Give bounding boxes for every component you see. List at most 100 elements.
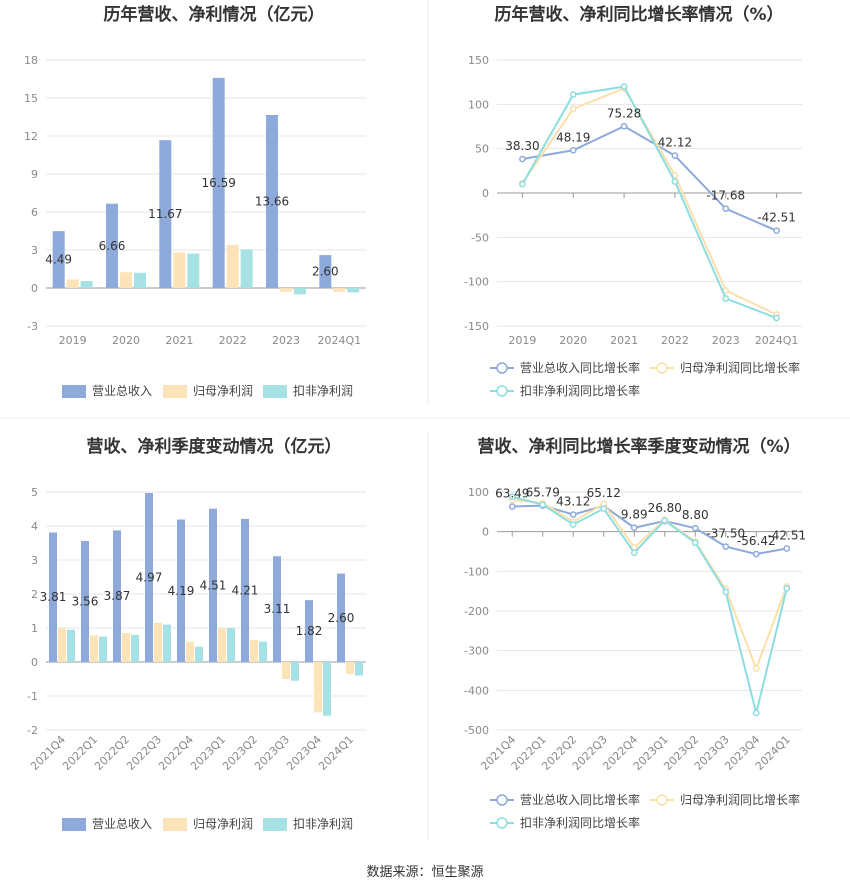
series-point	[539, 501, 547, 509]
bar-deducted-profit	[323, 662, 331, 716]
series-point	[752, 665, 760, 672]
x-tick-label: 2022	[661, 334, 689, 347]
x-tick-label: 2023	[272, 334, 300, 347]
series-point	[569, 521, 577, 528]
legend-label: 扣非净利润同比增长率	[520, 383, 640, 398]
line-data-label: 65.12	[587, 486, 621, 500]
line-data-label: 38.30	[505, 139, 539, 153]
bar-data-label: 1.82	[296, 624, 323, 638]
bar-revenue	[241, 518, 249, 662]
series-point	[691, 524, 699, 532]
bar-data-label: 4.97	[136, 571, 163, 585]
bar-data-label: 4.49	[45, 253, 72, 267]
x-tick-label: 2020	[112, 334, 140, 347]
bar-net-profit	[122, 633, 130, 662]
series-point	[773, 314, 780, 322]
series-point	[508, 503, 516, 510]
y-tick-label: -1	[27, 690, 38, 703]
line-data-label: 42.12	[658, 136, 692, 150]
legend-label: 归母净利润同比增长率	[680, 792, 800, 807]
bar-data-label: 6.66	[99, 239, 126, 253]
bar-net-profit	[66, 279, 79, 288]
quarterly-revenue-profit-chart: 营收、净利季度变动情况（亿元） -2-10123452021Q42022Q120…	[27, 436, 366, 831]
legend-swatch-marker	[496, 817, 508, 829]
bar-revenue	[145, 493, 153, 662]
legend-label: 扣非净利润	[293, 384, 353, 398]
annual-revenue-profit-chart: 历年营收、净利情况（亿元） -3 0 3 6 9 12 15 18 2019 2020 2021 20…	[24, 4, 366, 398]
series-point	[722, 543, 730, 550]
bar-revenue	[159, 140, 172, 288]
series-point	[722, 588, 730, 596]
bar-deducted-profit	[187, 253, 200, 288]
bar-net-profit	[120, 272, 132, 288]
bar-revenue	[49, 532, 57, 662]
series-point	[773, 227, 780, 235]
y-tick-label: 50	[475, 143, 489, 156]
legend-swatch	[163, 818, 187, 831]
line-data-label: 8.80	[682, 508, 709, 522]
x-tick-label: 2019	[59, 334, 87, 347]
bar-deducted-profit	[195, 646, 203, 662]
legend-label: 营业总收入	[92, 384, 152, 398]
y-tick-label: 18	[24, 54, 38, 67]
bar-revenue	[209, 508, 217, 662]
series-line-0	[522, 125, 777, 232]
legend-label: 营业总收入	[92, 817, 152, 831]
bar-data-label: 2.60	[312, 265, 339, 279]
legend-swatch	[163, 385, 187, 398]
bar-net-profit	[333, 288, 346, 292]
legend-swatch-marker	[656, 362, 668, 374]
y-tick-label: 3	[31, 554, 38, 567]
bar-revenue	[177, 519, 185, 662]
line-data-label: 75.28	[607, 106, 641, 120]
bar-net-profit	[58, 628, 66, 662]
line-data-label: -42.51	[767, 529, 806, 543]
series-point	[783, 585, 791, 592]
series-point	[569, 511, 577, 518]
y-tick-label: -150	[464, 320, 489, 333]
bar-data-label: 4.51	[200, 578, 227, 592]
bar-revenue	[113, 530, 121, 662]
bar-net-profit	[90, 635, 98, 662]
line-data-label: -37.50	[706, 527, 745, 541]
y-tick-label: 0	[482, 526, 489, 539]
line-data-label: 65.79	[526, 486, 560, 500]
legend-swatch	[62, 385, 86, 398]
bar-net-profit	[173, 252, 186, 288]
legend-label: 归母净利润同比增长率	[680, 360, 800, 375]
y-tick-label: 0	[482, 187, 489, 200]
y-tick-label: -300	[464, 645, 489, 658]
series-line-0	[512, 504, 787, 556]
series-point	[671, 178, 679, 185]
legend-label: 归母净利润	[193, 384, 253, 398]
bar-deducted-profit	[355, 662, 363, 676]
chart-title: 营收、净利同比增长率季度变动情况（%）	[477, 436, 800, 457]
y-tick-label: 100	[468, 486, 489, 499]
legend-label: 扣非净利润	[293, 817, 353, 831]
bar-deducted-profit	[291, 662, 299, 681]
series-point	[519, 180, 526, 188]
x-tick-label: 2022	[219, 334, 247, 347]
y-tick-label: 15	[24, 92, 38, 105]
x-tick-label: 2024Q1	[755, 334, 799, 347]
y-tick-label: -400	[464, 684, 489, 697]
y-tick-label: 9	[31, 168, 38, 181]
line-data-label: 26.80	[648, 501, 682, 515]
x-tick-label: 2021	[610, 334, 638, 347]
x-tick-label: 2023	[712, 334, 740, 347]
x-tick-label: 2024Q1	[316, 733, 356, 773]
bar-revenue	[106, 203, 118, 288]
bar-net-profit	[314, 662, 322, 713]
bar-data-label: 2.60	[328, 611, 355, 625]
y-tick-label: 100	[468, 98, 489, 111]
legend-swatch-marker	[496, 362, 508, 374]
legend-swatch-marker	[496, 385, 508, 397]
x-tick-label: 2021	[165, 334, 193, 347]
legend-swatch	[62, 818, 86, 831]
y-tick-label: 5	[31, 486, 38, 499]
series-line-1	[521, 87, 778, 316]
bar-data-label: 4.21	[232, 583, 259, 597]
x-tick-label: 2020	[559, 334, 587, 347]
series-point	[691, 539, 699, 547]
